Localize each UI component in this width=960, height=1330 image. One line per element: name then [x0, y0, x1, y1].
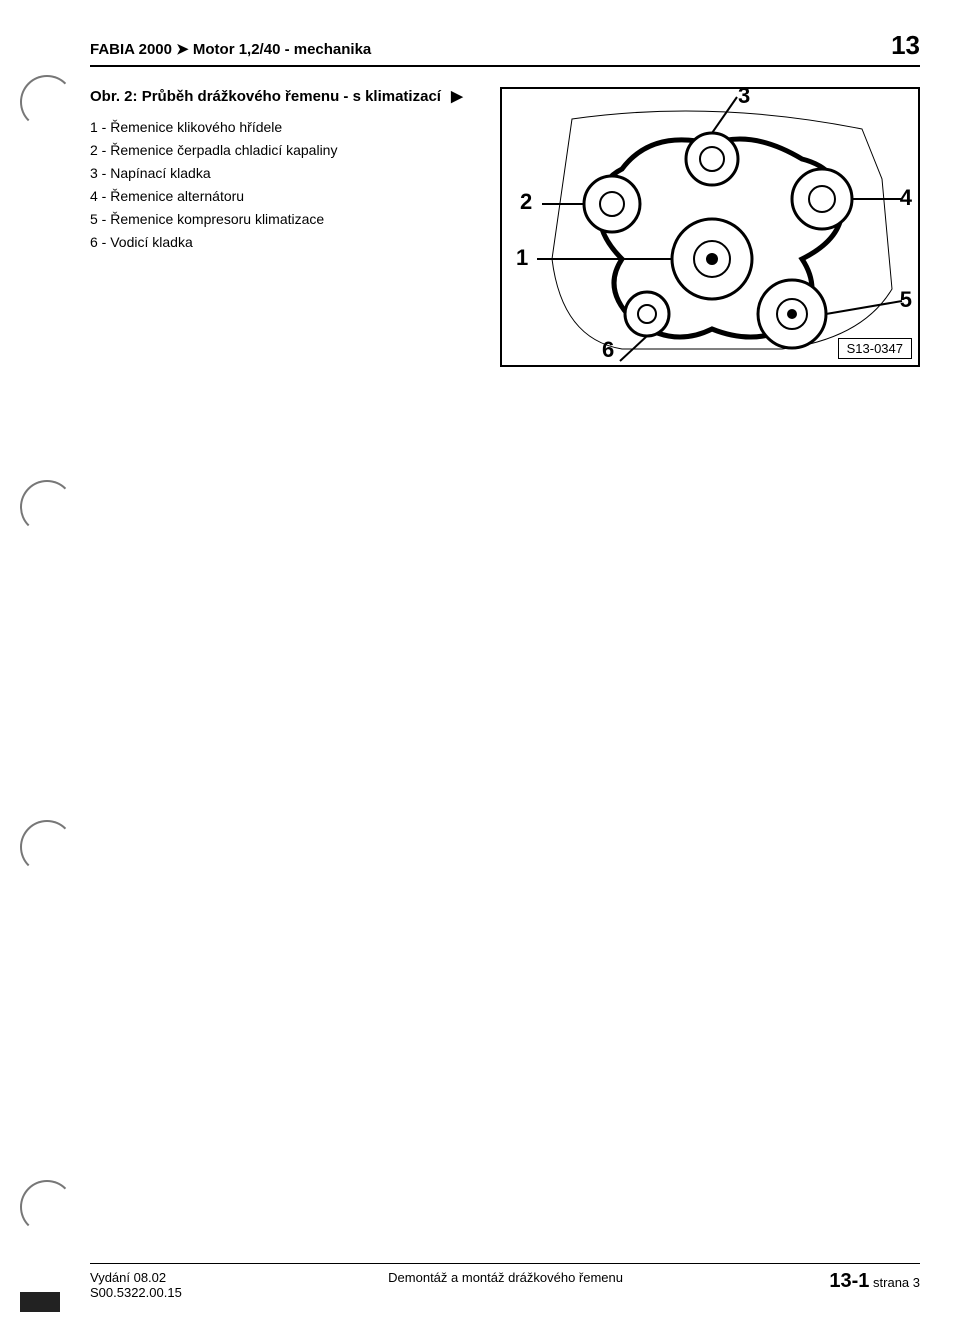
content-row: Obr. 2: Průběh drážkového řemenu - s kli… — [90, 87, 920, 367]
figure-caption-text: Průběh drážkového řemenu - s klimatizací — [142, 88, 441, 105]
legend-item: 4 - Řemenice alternátoru — [90, 186, 490, 207]
pointer-arrow-icon: ▶ — [451, 87, 463, 105]
legend-item: 6 - Vodicí kladka — [90, 232, 490, 253]
callout-1: 1 — [516, 245, 528, 271]
footer-page-ref: 13-1 strana 3 — [829, 1270, 920, 1293]
legend-list: 1 - Řemenice klikového hřídele 2 - Řemen… — [90, 117, 490, 253]
binder-hole-icon — [20, 75, 74, 129]
belt-diagram-svg — [502, 89, 922, 369]
footer-page-small: strana 3 — [869, 1275, 920, 1290]
callout-3: 3 — [738, 83, 750, 109]
figure-caption-prefix: Obr. 2: — [90, 88, 138, 105]
header-page-number: 13 — [891, 30, 920, 61]
footer-issue-date: Vydání 08.02 — [90, 1270, 182, 1285]
diagram-column: 3 2 4 1 5 6 S13-0347 — [500, 87, 920, 367]
footer-page-big: 13-1 — [829, 1270, 869, 1292]
binder-hole-icon — [20, 820, 74, 874]
footer-section-title: Demontáž a montáž drážkového řemenu — [182, 1270, 830, 1285]
legend-item: 2 - Řemenice čerpadla chladicí kapaliny — [90, 140, 490, 161]
header-title: FABIA 2000 ➤ Motor 1,2/40 - mechanika — [90, 40, 371, 58]
legend-item: 3 - Napínací kladka — [90, 163, 490, 184]
page-header: FABIA 2000 ➤ Motor 1,2/40 - mechanika 13 — [90, 30, 920, 67]
binder-hole-icon — [20, 1180, 74, 1234]
page-footer: Vydání 08.02 S00.5322.00.15 Demontáž a m… — [90, 1263, 920, 1300]
callout-4: 4 — [900, 185, 912, 211]
binder-hole-icon — [20, 480, 74, 534]
figure-reference-code: S13-0347 — [838, 338, 912, 359]
callout-5: 5 — [900, 287, 912, 313]
footer-issue: Vydání 08.02 S00.5322.00.15 — [90, 1270, 182, 1300]
legend-item: 5 - Řemenice kompresoru klimatizace — [90, 209, 490, 230]
callout-6: 6 — [602, 337, 614, 363]
legend-column: Obr. 2: Průběh drážkového řemenu - s kli… — [90, 87, 500, 367]
belt-routing-diagram: 3 2 4 1 5 6 S13-0347 — [500, 87, 920, 367]
legend-item: 1 - Řemenice klikového hřídele — [90, 117, 490, 138]
page: FABIA 2000 ➤ Motor 1,2/40 - mechanika 13… — [0, 0, 960, 1330]
figure-caption: Obr. 2: Průběh drážkového řemenu - s kli… — [90, 87, 490, 105]
callout-2: 2 — [520, 189, 532, 215]
footer-issue-code: S00.5322.00.15 — [90, 1285, 182, 1300]
scan-artifact-icon — [20, 1292, 60, 1312]
